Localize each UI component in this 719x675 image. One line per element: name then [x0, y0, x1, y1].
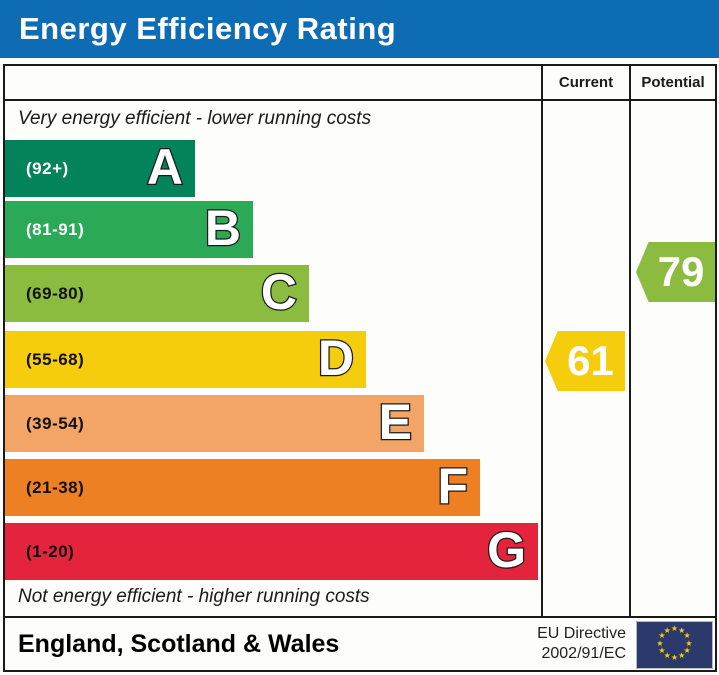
top-note: Very energy efficient - lower running co…	[18, 108, 372, 129]
eu-flag-star: ★	[663, 625, 671, 635]
band-d-letter: D	[317, 329, 356, 386]
bottom-note: Not energy efficient - higher running co…	[18, 586, 370, 607]
band-d: (55-68) D	[5, 331, 366, 388]
current-column-header: Current	[558, 74, 614, 91]
band-c-letter: C	[260, 263, 299, 320]
band-e-letter: E	[377, 393, 413, 450]
title-bar: Energy Efficiency Rating	[0, 0, 719, 58]
eu-flag-star: ★	[683, 645, 691, 655]
footer-row: England, Scotland & Wales EU Directive 2…	[5, 618, 715, 670]
band-g: (1-20) G	[5, 523, 538, 580]
eu-flag-star: ★	[658, 645, 666, 655]
band-b: (81-91) B	[5, 201, 253, 258]
eu-flag-star: ★	[663, 651, 671, 661]
eu-flag-star: ★	[656, 638, 664, 648]
band-g-range: (1-20)	[26, 541, 75, 561]
current-rating-value: 61	[567, 337, 614, 384]
eu-directive-label: EU Directive 2002/91/EC	[537, 618, 626, 670]
page-title: Energy Efficiency Rating	[19, 11, 397, 46]
band-g-letter: G	[486, 521, 527, 578]
band-f-range: (21-38)	[26, 477, 85, 497]
eu-flag-star: ★	[670, 624, 679, 633]
current-column-border	[541, 66, 543, 618]
eu-flag-star: ★	[670, 653, 679, 662]
region-label: England, Scotland & Wales	[18, 629, 340, 658]
eu-flag-star: ★	[678, 651, 686, 661]
eu-directive-line2: 2002/91/EC	[541, 645, 626, 662]
band-c: (69-80) C	[5, 265, 309, 322]
band-a: (92+) A	[5, 140, 195, 197]
band-b-letter: B	[204, 199, 243, 256]
eu-flag-icon: ★ ★ ★ ★ ★ ★ ★ ★ ★ ★ ★ ★	[637, 622, 712, 668]
potential-rating-value: 79	[657, 248, 705, 295]
eu-flag-star: ★	[678, 625, 686, 635]
band-e: (39-54) E	[5, 395, 424, 452]
band-a-letter: A	[146, 138, 185, 195]
band-d-range: (55-68)	[26, 349, 85, 369]
band-f: (21-38) F	[5, 459, 480, 516]
current-rating-arrow: 61	[545, 331, 625, 391]
potential-rating-arrow: 79	[636, 242, 715, 302]
potential-column-header: Potential	[641, 74, 705, 91]
band-a-range: (92+)	[26, 158, 69, 178]
band-b-range: (81-91)	[26, 219, 85, 239]
band-f-letter: F	[436, 457, 469, 514]
header-divider-line	[5, 99, 715, 101]
band-c-range: (69-80)	[26, 283, 85, 303]
eu-flag-star: ★	[683, 631, 691, 641]
eu-directive-line1: EU Directive	[537, 625, 626, 642]
potential-column-border	[629, 66, 631, 618]
eu-flag-star: ★	[658, 631, 666, 641]
eu-flag-star: ★	[685, 638, 693, 648]
footer-divider-line	[5, 616, 715, 618]
rating-table: Current Potential Very energy efficient …	[3, 64, 717, 672]
band-e-range: (39-54)	[26, 413, 85, 433]
